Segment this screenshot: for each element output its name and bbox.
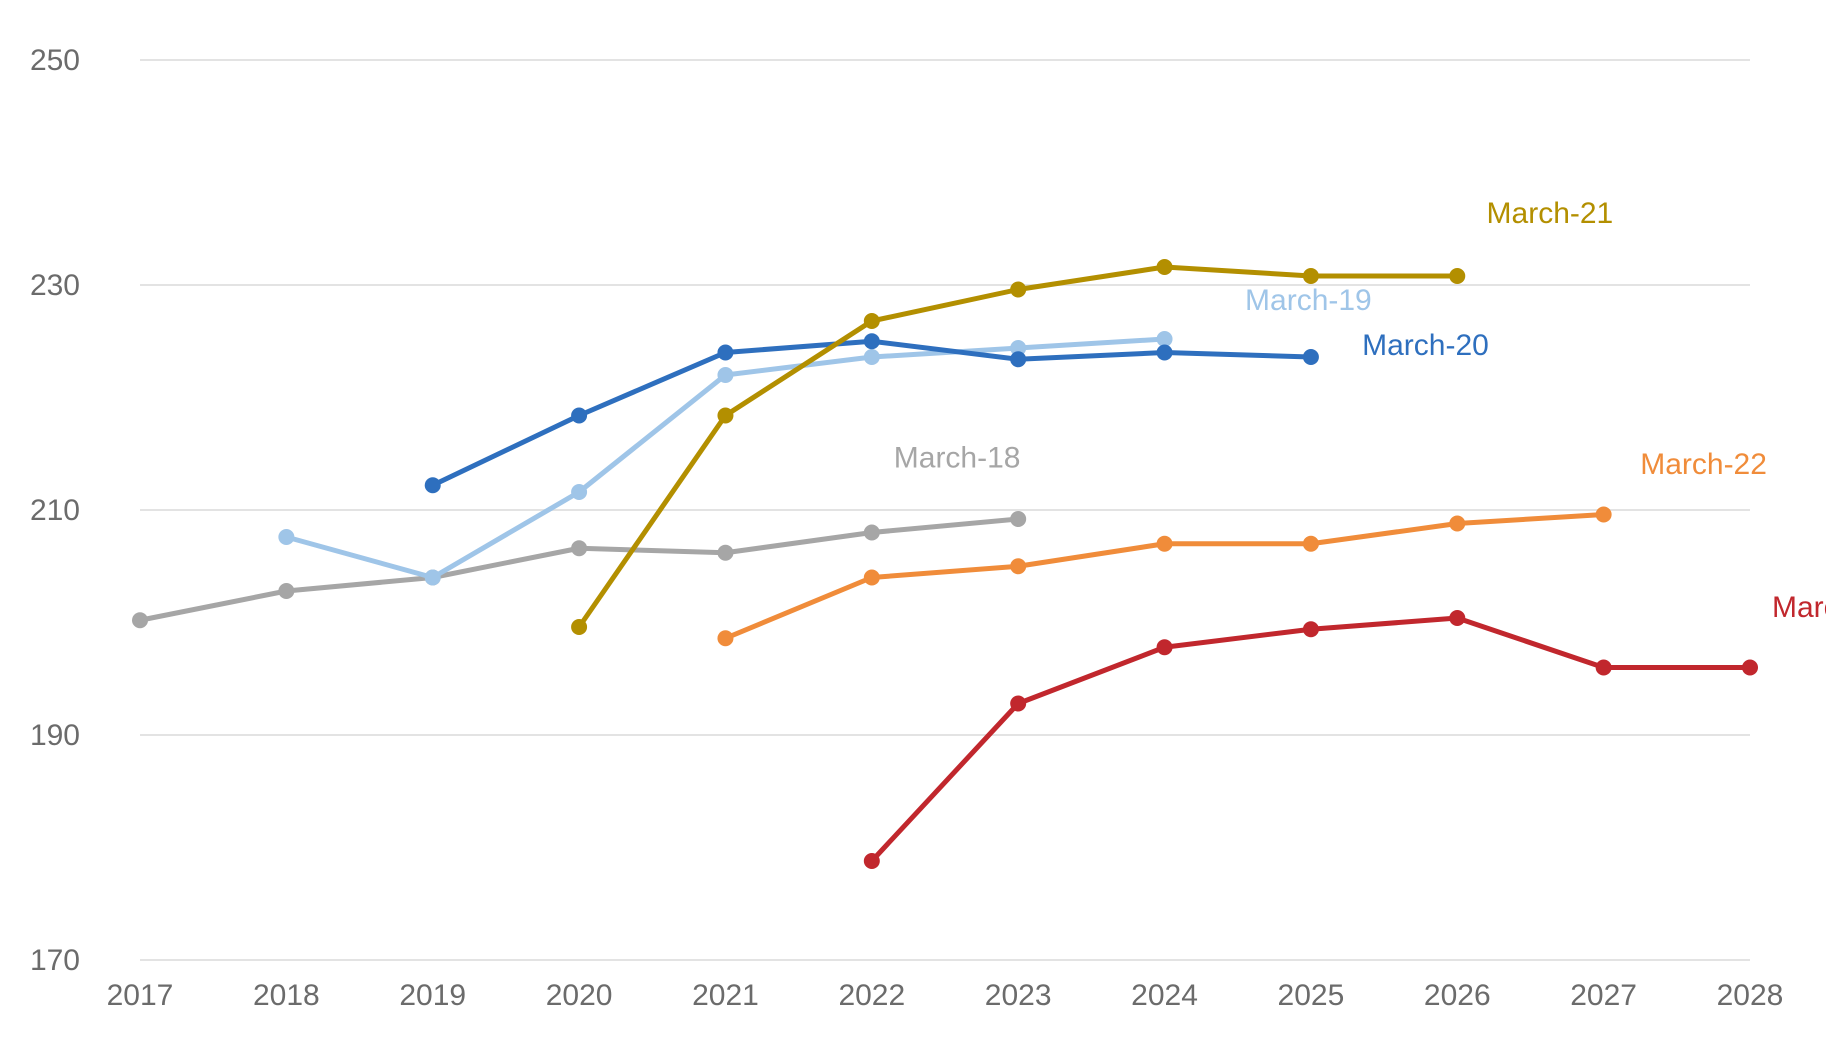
series-marker [1010,696,1026,712]
series-marker [1157,345,1173,361]
series-label-march-20: March-20 [1362,329,1489,362]
series-marker [571,619,587,635]
series-marker [1010,558,1026,574]
x-tick-label: 2028 [1717,979,1784,1012]
series-marker [1596,660,1612,676]
series-marker [571,484,587,500]
x-tick-label: 2017 [107,979,174,1012]
series-marker [1303,268,1319,284]
series-marker [1303,536,1319,552]
series-marker [864,570,880,586]
series-marker [571,408,587,424]
series-marker [717,367,733,383]
series-marker [425,570,441,586]
series-label-march-18: March-18 [894,441,1021,474]
series-marker [1303,621,1319,637]
series-marker [1742,660,1758,676]
series-marker [571,540,587,556]
series-marker [1449,610,1465,626]
series-marker [1010,282,1026,298]
x-tick-label: 2021 [692,979,759,1012]
series-marker [864,853,880,869]
series-marker [1157,259,1173,275]
series-marker [1010,351,1026,367]
series-marker [132,612,148,628]
x-tick-label: 2018 [253,979,320,1012]
series-marker [717,545,733,561]
series-label-march-21: March-21 [1487,197,1614,230]
series-marker [1303,349,1319,365]
series-label-march-22: March-22 [1640,448,1767,481]
series-marker [278,529,294,545]
series-marker [1010,511,1026,527]
chart-svg: 170 190 210 230 250 2017 2018 2019 2020 2021 2022 2… [0,0,1826,1062]
series-marker [864,349,880,365]
series-marker [278,583,294,599]
x-tick-label: 2023 [985,979,1052,1012]
series-marker [1596,507,1612,523]
series-marker [717,408,733,424]
x-tick-label: 2019 [399,979,466,1012]
series-marker [1449,268,1465,284]
series-marker [864,333,880,349]
x-tick-label: 2025 [1278,979,1345,1012]
x-tick-label: 2026 [1424,979,1491,1012]
series-marker [425,477,441,493]
series-marker [1157,536,1173,552]
series-marker [717,630,733,646]
series-marker [1449,516,1465,532]
series-label-march-19: March-19 [1245,284,1372,317]
series-marker [1157,639,1173,655]
y-tick-label: 170 [30,944,80,977]
series-marker [864,313,880,329]
x-tick-label: 2024 [1131,979,1198,1012]
y-tick-label: 250 [30,44,80,77]
y-tick-label: 210 [30,494,80,527]
series-label-march-23: March-23 [1772,591,1826,624]
series-marker [864,525,880,541]
x-tick-label: 2020 [546,979,613,1012]
series-marker [717,345,733,361]
y-tick-label: 230 [30,269,80,302]
forecast-line-chart: 170 190 210 230 250 2017 2018 2019 2020 2021 2022 2… [0,0,1826,1062]
x-tick-label: 2027 [1570,979,1637,1012]
y-tick-label: 190 [30,719,80,752]
x-tick-label: 2022 [838,979,905,1012]
